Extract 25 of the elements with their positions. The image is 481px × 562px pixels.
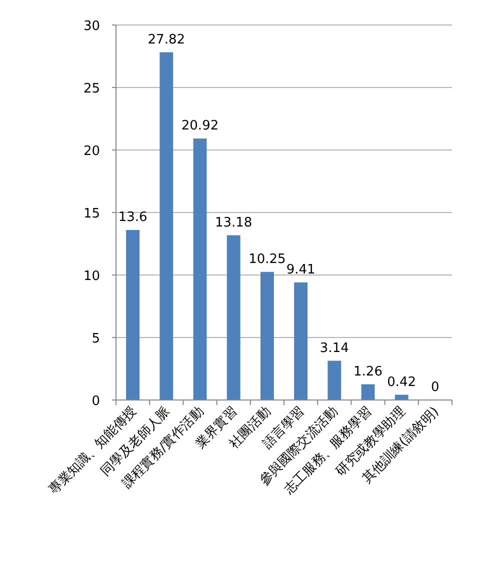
y-tick-label: 0 xyxy=(92,394,100,409)
bar xyxy=(260,272,274,400)
y-tick-label: 10 xyxy=(83,269,100,284)
data-label: 13.18 xyxy=(214,215,252,230)
bar xyxy=(160,52,174,400)
y-tick-label: 30 xyxy=(83,19,100,34)
bar xyxy=(193,138,207,400)
y-tick-label: 20 xyxy=(83,144,100,159)
bar xyxy=(361,384,375,400)
data-label: 0.42 xyxy=(387,374,416,390)
bar xyxy=(226,235,240,400)
data-label: 27.82 xyxy=(148,32,186,48)
data-label: 20.92 xyxy=(181,118,219,134)
data-label: 3.14 xyxy=(320,340,349,356)
data-label: 10.25 xyxy=(248,252,286,267)
bar xyxy=(294,282,308,400)
data-label: 13.6 xyxy=(118,210,148,225)
bar xyxy=(328,360,342,400)
bar xyxy=(126,230,140,400)
y-tick-label: 15 xyxy=(83,206,100,222)
data-label: 1.26 xyxy=(354,364,382,380)
data-label: 9.41 xyxy=(286,262,316,278)
y-tick-label: 5 xyxy=(92,332,100,346)
data-label: 0 xyxy=(431,380,440,395)
y-tick-label: 25 xyxy=(83,82,100,96)
